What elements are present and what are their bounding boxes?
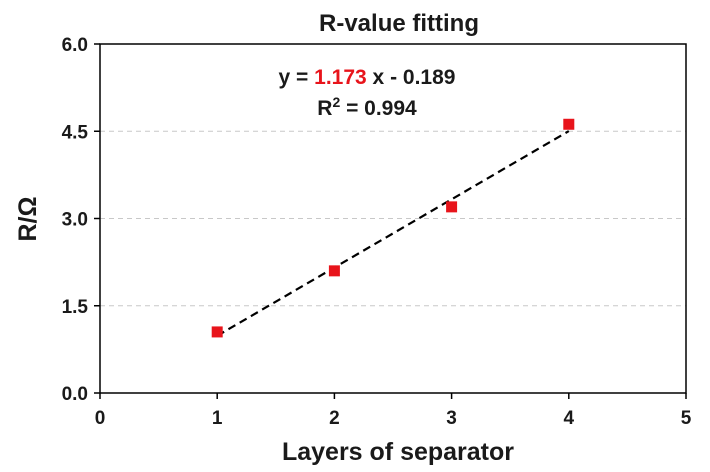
equation-suffix: x - 0.189: [367, 66, 456, 89]
y-axis-ticks: 0.0 1.5 3.0 4.5 6.0: [62, 35, 100, 405]
x-tick-label: 0: [95, 408, 106, 429]
x-tick-label: 2: [329, 408, 340, 429]
data-point: [328, 265, 340, 277]
equation-slope: 1.173: [314, 66, 367, 89]
equation-prefix: y =: [279, 66, 315, 89]
x-tick-label: 1: [212, 408, 223, 429]
y-tick-label: 4.5: [62, 122, 89, 143]
data-point: [563, 118, 575, 130]
gridlines: [100, 130, 686, 307]
data-point: [446, 201, 458, 213]
r-squared-superscript: 2: [332, 94, 340, 110]
r-squared-base: R: [317, 97, 332, 120]
data-points: [211, 118, 575, 338]
r-squared: R2 = 0.994: [317, 94, 417, 120]
y-tick-label: 3.0: [62, 210, 88, 231]
x-tick-label: 4: [564, 408, 575, 429]
chart-title: R-value fitting: [319, 10, 479, 37]
fit-line: [216, 130, 570, 337]
y-tick-label: 0.0: [62, 384, 88, 405]
y-tick-label: 6.0: [62, 35, 88, 56]
fit-equation: y = 1.173 x - 0.189: [279, 66, 456, 89]
x-tick-label: 5: [681, 408, 692, 429]
y-axis-label: R/Ω: [14, 196, 42, 241]
r-squared-value: = 0.994: [340, 97, 417, 120]
x-axis-label: Layers of separator: [282, 438, 514, 466]
fit-line-group: [216, 130, 570, 337]
data-point: [211, 326, 223, 338]
y-tick-label: 1.5: [62, 297, 89, 318]
x-tick-label: 3: [446, 408, 457, 429]
x-axis-ticks: 0 1 2 3 4 5: [95, 393, 692, 429]
